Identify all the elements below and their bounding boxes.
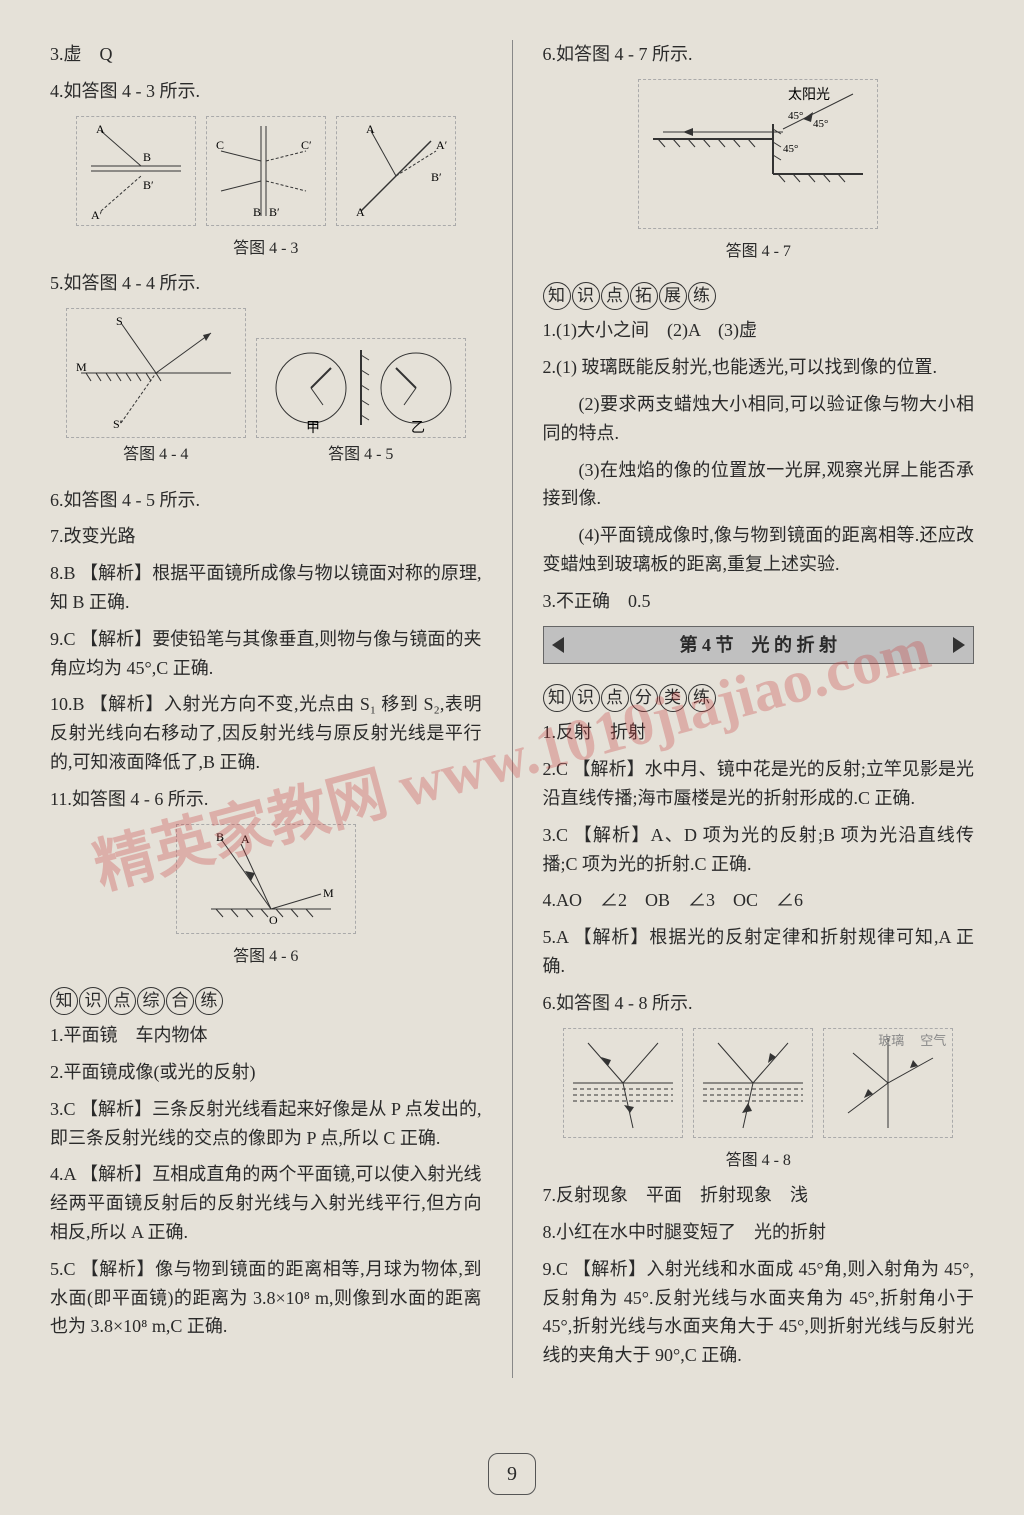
svg-text:45°: 45° [788,110,803,122]
answer-item-9: 9.C 【解析】要使铅笔与其像垂直,则物与像与镜面的夹角应均为 45°,C 正确… [50,625,482,683]
answer-item-3: 3.虚 Q [50,40,482,69]
svg-text:S′: S′ [113,417,123,431]
figure-4-7-caption: 答图 4 - 7 [543,239,975,265]
cat-item-6: 6.如答图 4 - 8 所示. [543,989,975,1018]
cat-item-9: 9.C 【解析】入射光线和水面成 45°角,则入射角为 45°,反射角为 45°… [543,1255,975,1370]
section-header-comprehensive: 知 识 点 综 合 练 [50,987,224,1015]
section-char: 练 [688,684,716,712]
section-title: 第 4 节 光 的 折 射 [680,631,838,660]
svg-text:45°: 45° [783,143,798,155]
section-char: 合 [166,987,194,1015]
svg-text:A: A [356,205,365,219]
page-content: 3.虚 Q 4.如答图 4 - 3 所示. A B B′ A′ [50,40,974,1378]
section-header-extension: 知 识 点 拓 展 练 [543,282,717,310]
answer-item-6: 6.如答图 4 - 5 所示. [50,486,482,515]
figure-4-7: 太阳光 45° 45° 45° [543,79,975,229]
section-char: 类 [659,684,687,712]
r-answer-item-6: 6.如答图 4 - 7 所示. [543,40,975,69]
svg-text:B′: B′ [431,170,442,184]
figure-4-6-caption: 答图 4 - 6 [50,944,482,970]
section-char: 识 [572,684,600,712]
section-header-refraction: 第 4 节 光 的 折 射 [543,626,975,665]
svg-text:A: A [241,832,250,846]
answer-item-5: 5.如答图 4 - 4 所示. [50,269,482,298]
answer-item-4: 4.如答图 4 - 3 所示. [50,77,482,106]
ext-item-2-1: 2.(1) 玻璃既能反射光,也能透光,可以找到像的位置. [543,353,975,382]
svg-text:M: M [323,886,334,900]
figure-4-6: B A O M [50,824,482,934]
comp-item-3: 3.C 【解析】三条反射光线看起来好像是从 P 点发出的,即三条反射光线的交点的… [50,1095,482,1153]
comp-item-2: 2.平面镜成像(或光的反射) [50,1058,482,1087]
label-air: 空气 [920,1031,946,1052]
svg-text:B′: B′ [269,205,280,219]
cat-item-1: 1.反射 折射 [543,718,975,747]
page-number: 9 [488,1453,536,1495]
section-char: 拓 [630,282,658,310]
triangle-right-icon [953,637,965,653]
comp-item-4: 4.A 【解析】互相成直角的两个平面镜,可以使入射光线经两平面镜反射后的反射光线… [50,1160,482,1246]
cat-item-2: 2.C 【解析】水中月、镜中花是光的反射;立竿见影是光沿直线传播;海市蜃楼是光的… [543,755,975,813]
section-char: 识 [572,282,600,310]
label-glass: 玻璃 [878,1031,904,1052]
section-char: 知 [543,282,571,310]
section-char: 练 [195,987,223,1015]
label-B: B [143,150,151,164]
answer-item-11: 11.如答图 4 - 6 所示. [50,785,482,814]
figure-4-5-caption: 答图 4 - 5 [256,442,466,468]
right-column: 6.如答图 4 - 7 所示. 太阳光 45° 45° [543,40,975,1378]
figure-4-3: A B B′ A′ C B [50,116,482,226]
cat-item-4: 4.AO ∠2 OB ∠3 OC ∠6 [543,886,975,915]
answer-item-7: 7.改变光路 [50,522,482,551]
section-char: 点 [601,684,629,712]
label-A: A [96,122,105,136]
cat-item-3: 3.C 【解析】A、D 项为光的反射;B 项为光沿直线传播;C 项为光的折射.C… [543,821,975,879]
svg-text:A: A [366,122,375,136]
svg-text:B: B [253,205,261,219]
svg-text:乙: 乙 [411,420,425,435]
svg-text:A′: A′ [436,138,448,152]
figure-4-4-5: M S S′ [50,308,482,476]
svg-text:甲: 甲 [306,421,320,435]
cat-item-5: 5.A 【解析】根据光的反射定律和折射规律可知,A 正确. [543,923,975,981]
label-Bprime: B′ [143,178,154,192]
answer-item-8: 8.B 【解析】根据平面镜所成像与物以镜面对称的原理,知 B 正确. [50,559,482,617]
figure-4-8: 玻璃 空气 [543,1028,975,1138]
ext-item-3: 3.不正确 0.5 [543,587,975,616]
svg-text:B: B [216,830,224,844]
ext-item-2-2: (2)要求两支蜡烛大小相同,可以验证像与物大小相同的特点. [543,390,975,448]
figure-4-3-caption: 答图 4 - 3 [50,236,482,262]
section-char: 点 [601,282,629,310]
comp-item-1: 1.平面镜 车内物体 [50,1021,482,1050]
column-divider [512,40,513,1378]
svg-text:C′: C′ [301,138,312,152]
section-char: 分 [630,684,658,712]
section-char: 展 [659,282,687,310]
section-char: 练 [688,282,716,310]
left-column: 3.虚 Q 4.如答图 4 - 3 所示. A B B′ A′ [50,40,482,1378]
section-char: 点 [108,987,136,1015]
figure-4-8-caption: 答图 4 - 8 [543,1148,975,1174]
triangle-left-icon [552,637,564,653]
section-char: 识 [79,987,107,1015]
section-header-category: 知 识 点 分 类 练 [543,684,717,712]
comp-item-5: 5.C 【解析】像与物到镜面的距离相等,月球为物体,到水面(即平面镜)的距离为 … [50,1255,482,1341]
svg-text:M: M [76,360,87,374]
ext-item-2-3: (3)在烛焰的像的位置放一光屏,观察光屏上能否承接到像. [543,456,975,514]
section-char: 知 [50,987,78,1015]
svg-text:C: C [216,138,224,152]
answer-item-10: 10.B 【解析】入射光方向不变,光点由 S₁ 移到 S₂,表明反射光线向右移动… [50,690,482,776]
label-Aprime: A′ [91,208,103,221]
section-char: 综 [137,987,165,1015]
svg-text:45°: 45° [813,118,828,130]
figure-4-4-caption: 答图 4 - 4 [66,442,246,468]
svg-text:S: S [116,314,123,328]
svg-text:O: O [269,913,278,927]
ext-item-1: 1.(1)大小之间 (2)A (3)虚 [543,316,975,345]
cat-item-8: 8.小红在水中时腿变短了 光的折射 [543,1218,975,1247]
section-char: 知 [543,684,571,712]
ext-item-2-4: (4)平面镜成像时,像与物到镜面的距离相等.还应改变蜡烛到玻璃板的距离,重复上述… [543,521,975,579]
svg-text:太阳光: 太阳光 [788,87,830,103]
cat-item-7: 7.反射现象 平面 折射现象 浅 [543,1181,975,1210]
